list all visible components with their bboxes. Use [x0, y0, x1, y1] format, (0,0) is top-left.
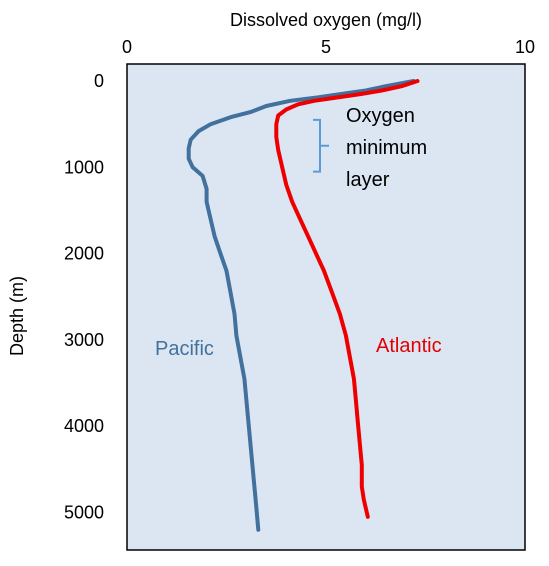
- bracket-icon: [313, 118, 329, 173]
- x-tick-label: 0: [122, 37, 132, 57]
- y-tick-label: 3000: [64, 330, 104, 350]
- x-axis-title: Dissolved oxygen (mg/l): [230, 10, 422, 30]
- series-label-pacific: Pacific: [155, 338, 214, 360]
- y-tick-label: 2000: [64, 244, 104, 264]
- plot-area: [126, 63, 526, 551]
- x-tick-labels: 0 5 10: [122, 37, 535, 57]
- annotation-line-3: layer: [346, 169, 390, 191]
- y-tick-label: 4000: [64, 416, 104, 436]
- series-lines: [186, 79, 420, 532]
- series-label-atlantic: Atlantic: [376, 335, 442, 357]
- y-tick-label: 0: [94, 71, 104, 91]
- series-line-atlantic: [274, 79, 420, 519]
- oml-bracket: [313, 118, 329, 173]
- annotation-line-2: minimum: [346, 137, 427, 159]
- x-tick-label: 5: [321, 37, 331, 57]
- y-tick-label: 1000: [64, 157, 104, 177]
- y-tick-labels: 0 1000 2000 3000 4000 5000: [64, 71, 104, 523]
- y-axis-title: Depth (m): [7, 276, 27, 356]
- annotation-line-1: Oxygen: [346, 105, 415, 127]
- y-tick-label: 5000: [64, 503, 104, 523]
- x-tick-label: 10: [515, 37, 535, 57]
- series-line-pacific: [186, 79, 416, 532]
